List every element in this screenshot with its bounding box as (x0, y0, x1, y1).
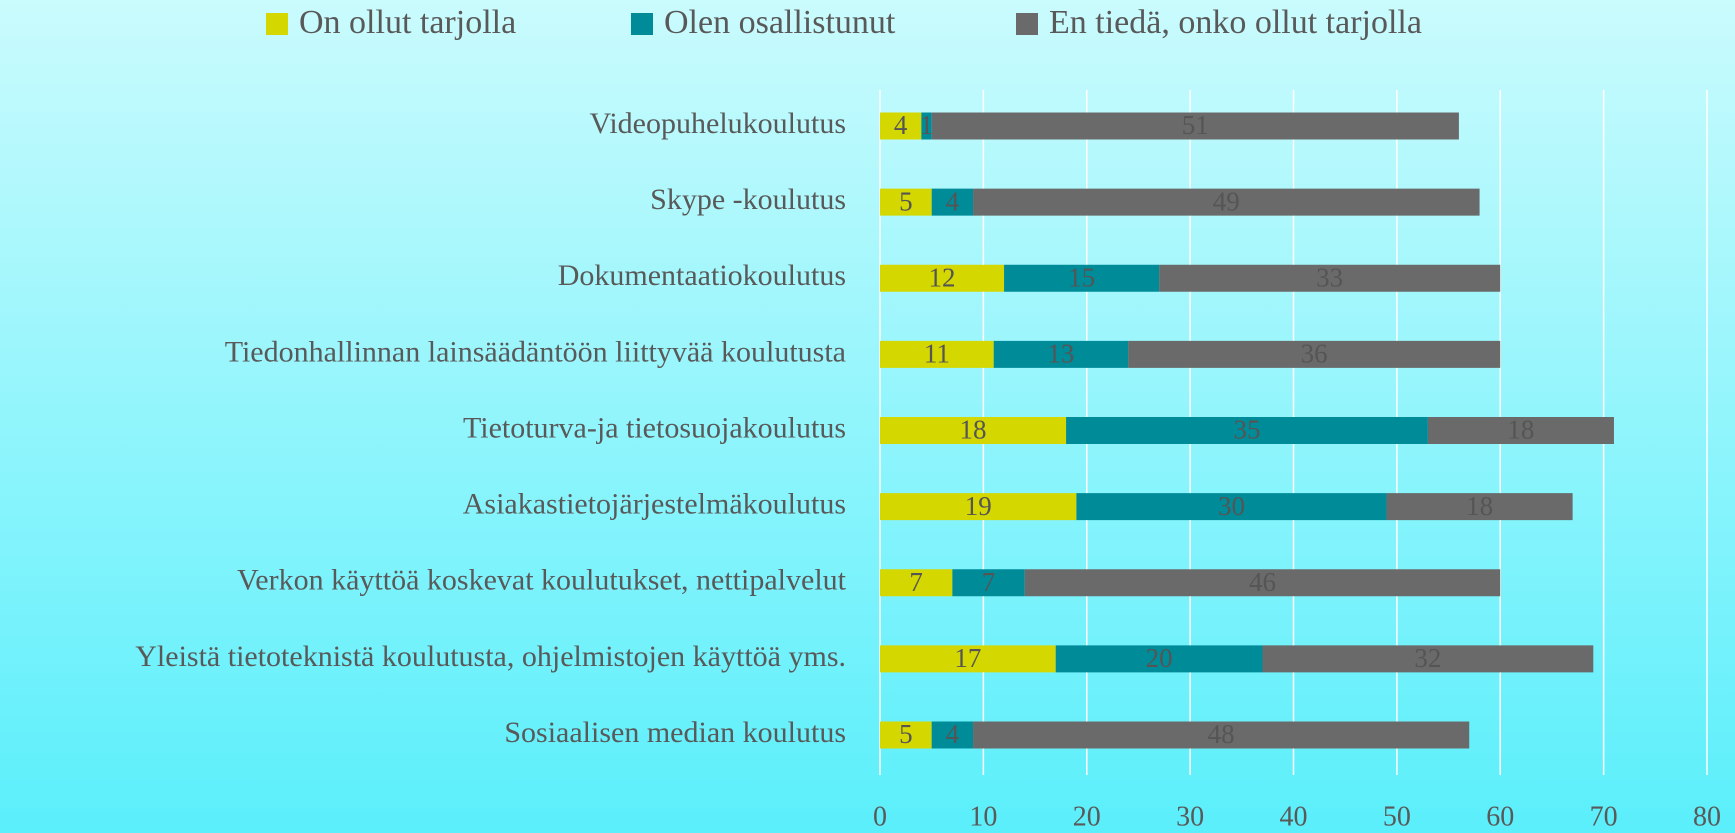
y-tick-label: Dokumentaatiokoulutus (558, 259, 846, 292)
bar-segment (880, 264, 1005, 292)
bar-segment (1055, 645, 1263, 673)
data-label: 19 (965, 491, 992, 521)
bar-segment (880, 645, 1056, 673)
bar-segment (1159, 264, 1501, 292)
data-label: 51 (1182, 110, 1209, 140)
x-tick-label: 70 (1590, 801, 1618, 832)
data-label: 5 (899, 186, 913, 216)
data-label: 30 (1218, 491, 1245, 521)
data-label: 12 (929, 262, 956, 292)
data-label: 35 (1233, 415, 1260, 445)
data-label: 7 (982, 567, 996, 597)
data-label: 15 (1068, 262, 1095, 292)
bar-segment (1128, 340, 1501, 368)
legend-swatch (266, 13, 288, 35)
bar-segment (880, 417, 1067, 444)
bar-segment (1066, 417, 1428, 444)
bar-segment (993, 340, 1129, 368)
data-label: 20 (1146, 643, 1173, 673)
data-label: 5 (899, 719, 913, 749)
bar-segment (931, 112, 1459, 140)
data-label: 48 (1208, 719, 1235, 749)
x-tick-label: 10 (969, 801, 997, 832)
bar-segment (1262, 645, 1594, 673)
data-label: 11 (924, 339, 950, 369)
x-tick-label: 60 (1486, 801, 1514, 832)
data-label: 7 (909, 567, 923, 597)
legend-label: On ollut tarjolla (299, 4, 516, 41)
legend-swatch (631, 13, 653, 35)
data-label: 13 (1047, 339, 1074, 369)
data-label: 32 (1414, 643, 1441, 673)
data-label: 18 (1466, 491, 1493, 521)
legend-label: Olen osallistunut (664, 4, 896, 41)
data-label: 18 (960, 415, 987, 445)
data-label: 46 (1249, 567, 1276, 597)
data-label: 4 (894, 110, 908, 140)
x-tick-label: 40 (1280, 801, 1308, 832)
bar-segment (880, 112, 922, 140)
x-tick-label: 50 (1383, 801, 1411, 832)
y-tick-label: Asiakastietojärjestelmäkoulutus (463, 488, 846, 521)
y-tick-label: Verkon käyttöä koskevat koulutukset, net… (237, 564, 847, 597)
x-tick-label: 80 (1693, 801, 1721, 832)
bar-segment (931, 721, 974, 749)
y-tick-label: Tiedonhallinnan lainsäädäntöön liittyvää… (225, 335, 846, 368)
data-label: 18 (1507, 415, 1534, 445)
y-tick-label: Sosiaalisen median koulutus (504, 716, 846, 749)
y-tick-label: Skype -koulutus (650, 183, 846, 216)
x-tick-label: 0 (873, 801, 887, 832)
bar-segment (1024, 569, 1501, 597)
data-label: 36 (1301, 339, 1328, 369)
bar-segment (921, 112, 932, 140)
legend-label: En tiedä, onko ollut tarjolla (1049, 4, 1422, 41)
bar-segment (1076, 493, 1387, 521)
bar-segment (880, 569, 953, 597)
bar-segment (1427, 417, 1614, 444)
data-label: 4 (946, 719, 960, 749)
bar-segment (880, 340, 994, 368)
data-label: 1 (920, 110, 934, 140)
bar-segment (952, 569, 1025, 597)
bar-segment (880, 188, 932, 216)
y-tick-label: Tietoturva-ja tietosuojakoulutus (463, 411, 846, 444)
y-tick-label: Videopuhelukoulutus (589, 107, 846, 140)
y-tick-label: Yleistä tietoteknistä koulutusta, ohjelm… (135, 640, 846, 673)
data-label: 17 (954, 643, 981, 673)
legend-swatch (1016, 13, 1038, 35)
bar-segment (973, 188, 1480, 216)
bar-segment (1386, 493, 1573, 521)
data-label: 49 (1213, 186, 1240, 216)
bar-segment (880, 721, 932, 749)
x-tick-label: 30 (1176, 801, 1204, 832)
data-label: 4 (946, 186, 960, 216)
bar-segment (1004, 264, 1160, 292)
data-label: 33 (1316, 262, 1343, 292)
bar-segment (931, 188, 974, 216)
bar-segment (880, 493, 1077, 521)
bar-segment (973, 721, 1470, 749)
x-tick-label: 20 (1073, 801, 1101, 832)
